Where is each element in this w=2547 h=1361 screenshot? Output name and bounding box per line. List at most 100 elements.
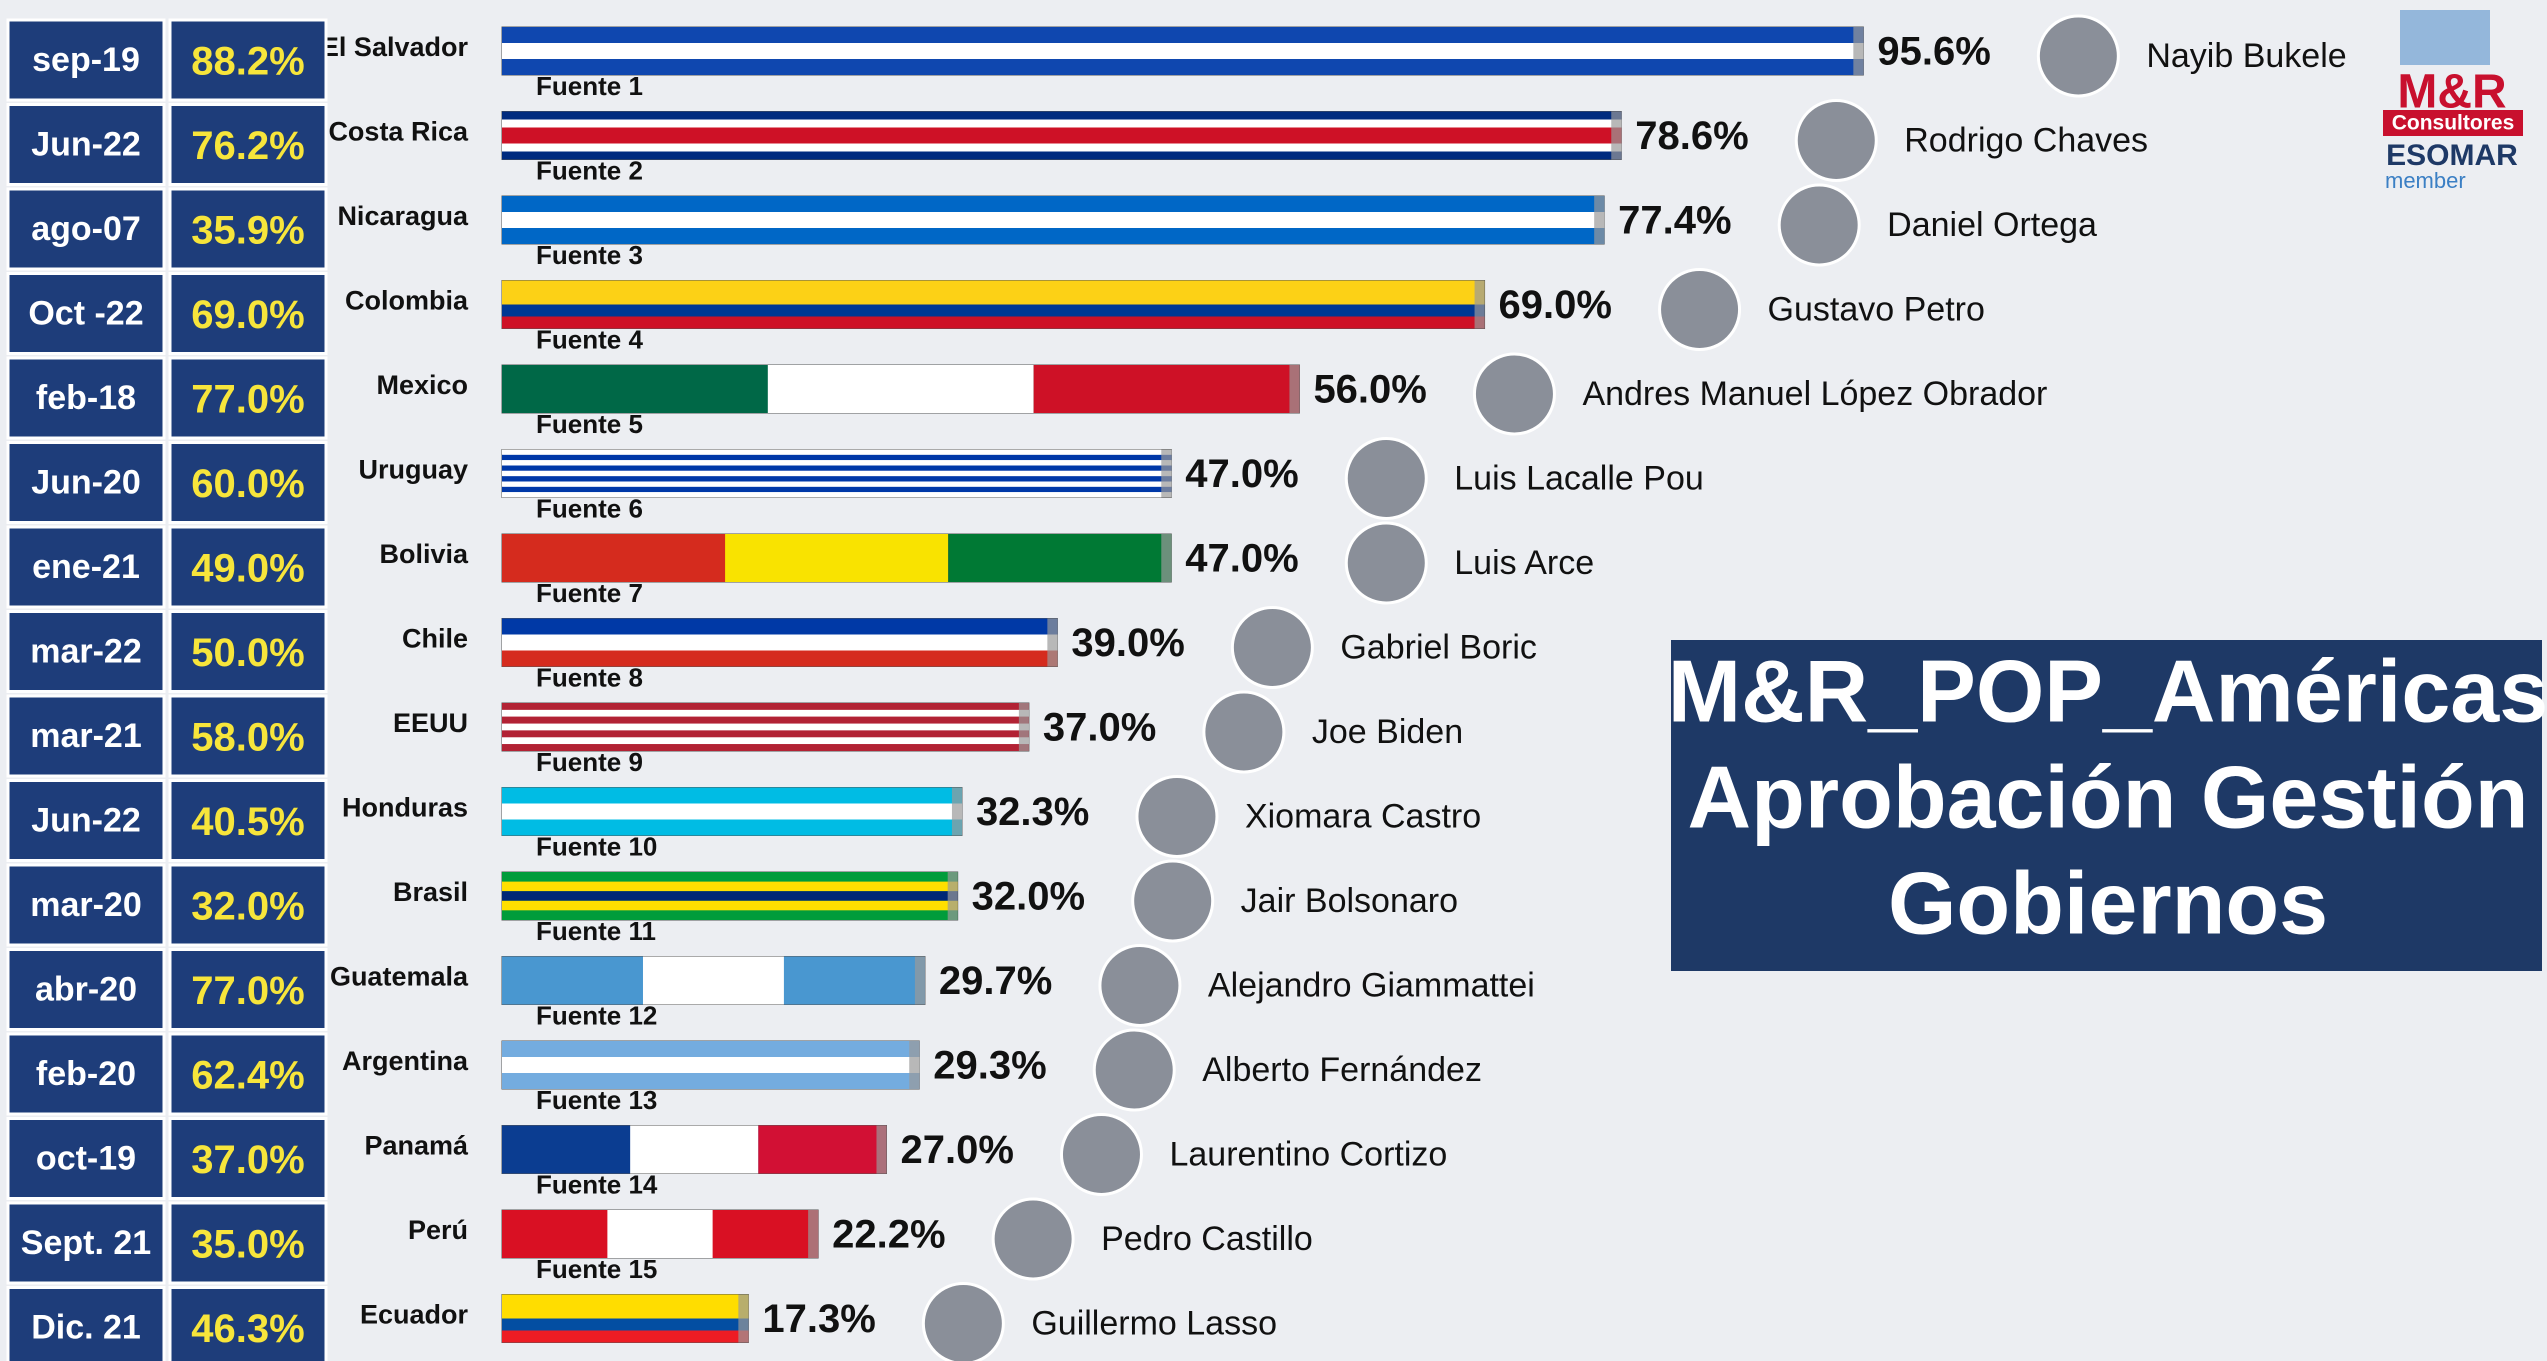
value-label: 56.0% <box>1313 368 1426 412</box>
leader-name: Jair Bolsonaro <box>1241 882 1458 920</box>
flag-stripe <box>502 730 1029 738</box>
flag-stripe <box>783 956 925 1005</box>
flag-stripe <box>502 891 958 901</box>
flag-stripe <box>502 900 958 911</box>
flag-stripe <box>502 143 1622 152</box>
approval-label: 49.0% <box>191 547 304 591</box>
value-label: 39.0% <box>1071 621 1184 665</box>
flag-stripe <box>502 737 1029 745</box>
source-label: Fuente 1 <box>536 71 643 101</box>
source-label: Fuente 14 <box>536 1169 658 1199</box>
logo-subtitle: Consultores <box>2392 112 2515 135</box>
chart-title: Gobiernos <box>1888 853 2328 952</box>
bar-cap <box>1047 618 1058 667</box>
flag-stripe <box>502 534 726 582</box>
source-label: Fuente 11 <box>536 916 656 946</box>
category-label: Nicaragua <box>337 201 469 231</box>
source-label: Fuente 6 <box>536 493 643 523</box>
leader-name: Rodrigo Chaves <box>1904 121 2148 159</box>
date-label: feb-18 <box>36 379 136 417</box>
approval-cell <box>168 18 328 102</box>
flag-stripe <box>502 316 1485 329</box>
approval-cell <box>168 187 328 271</box>
leader-photo <box>991 1197 1075 1281</box>
date-cell <box>6 779 166 862</box>
approval-label: 50.0% <box>191 631 304 675</box>
flag-stripe <box>502 744 1029 751</box>
flag-stripe <box>502 872 958 882</box>
flag-stripe <box>502 881 958 892</box>
date-cell <box>6 1032 166 1116</box>
title-box <box>1671 640 2542 971</box>
date-label: Sept. 21 <box>21 1224 151 1262</box>
flag-stripe <box>502 470 1172 477</box>
date-cell <box>6 1201 166 1285</box>
approval-label: 46.3% <box>191 1307 304 1351</box>
date-label: Jun-20 <box>31 463 141 501</box>
category-label: Brasil <box>393 877 468 907</box>
value-label: 29.7% <box>939 959 1052 1003</box>
leader-photo <box>1344 521 1428 605</box>
value-label: 37.0% <box>1043 706 1156 750</box>
flag-stripe <box>502 196 1605 212</box>
approval-cell <box>168 103 328 186</box>
category-label: Costa Rica <box>328 117 469 147</box>
flag-stripe <box>948 534 1172 582</box>
date-label: ago-07 <box>31 210 141 248</box>
leader-name: Laurentino Cortizo <box>1169 1135 1447 1173</box>
flag-stripe <box>712 1210 819 1258</box>
flag-stripe <box>502 1073 920 1089</box>
leader-photo <box>1202 690 1286 774</box>
flag-stripe <box>502 1294 749 1307</box>
date-label: sep-19 <box>32 41 140 79</box>
date-label: mar-21 <box>30 717 142 755</box>
date-cell <box>6 356 166 440</box>
date-cell <box>6 187 166 271</box>
approval-label: 37.0% <box>191 1138 304 1182</box>
leader-photo <box>1230 606 1314 689</box>
leader-photo <box>1472 352 1556 436</box>
approval-label: 58.0% <box>191 716 304 760</box>
category-label: Chile <box>402 624 468 654</box>
date-label: ene-21 <box>32 548 140 586</box>
date-label: Dic. 21 <box>31 1308 141 1346</box>
approval-label: 62.4% <box>191 1054 304 1098</box>
flag-stripe <box>502 27 1864 43</box>
flag-stripe <box>502 292 1485 305</box>
flag-stripe <box>502 1306 749 1319</box>
date-cell <box>6 694 166 778</box>
category-label: Ecuador <box>360 1300 469 1330</box>
flag-stripe <box>502 1210 608 1258</box>
flag-stripe <box>502 1041 920 1057</box>
value-label: 22.2% <box>832 1213 945 1257</box>
value-label: 77.4% <box>1618 199 1731 243</box>
flag-stripe <box>502 465 1172 471</box>
flag-stripe <box>502 454 1172 461</box>
flag-stripe <box>502 59 1864 75</box>
source-label: Fuente 7 <box>536 578 643 608</box>
bar-cap <box>1474 280 1485 329</box>
date-label: Oct -22 <box>28 294 143 332</box>
category-label: Honduras <box>342 793 468 823</box>
source-label: Fuente 12 <box>536 1000 657 1030</box>
approval-label: 60.0% <box>191 462 304 506</box>
date-label: oct-19 <box>36 1139 136 1177</box>
date-cell <box>6 272 166 355</box>
flag-stripe <box>502 703 1029 710</box>
flag-stripe <box>502 280 1485 293</box>
date-cell <box>6 948 166 1031</box>
source-label: Fuente 8 <box>536 662 643 692</box>
flag-stripe <box>502 228 1605 244</box>
flag-stripe <box>502 787 962 804</box>
approval-cell <box>168 1032 328 1116</box>
value-label: 27.0% <box>900 1128 1013 1172</box>
approval-label: 69.0% <box>191 293 304 337</box>
flag-stripe <box>502 135 1622 144</box>
logo-graphic <box>2400 10 2490 65</box>
category-label: Mexico <box>376 370 468 400</box>
leader-name: Gustavo Petro <box>1768 290 1985 328</box>
leader-name: Alejandro Giammattei <box>1208 966 1535 1004</box>
leader-name: Pedro Castillo <box>1101 1220 1313 1258</box>
leader-photo <box>921 1282 1005 1361</box>
leader-photo <box>1092 1028 1176 1112</box>
